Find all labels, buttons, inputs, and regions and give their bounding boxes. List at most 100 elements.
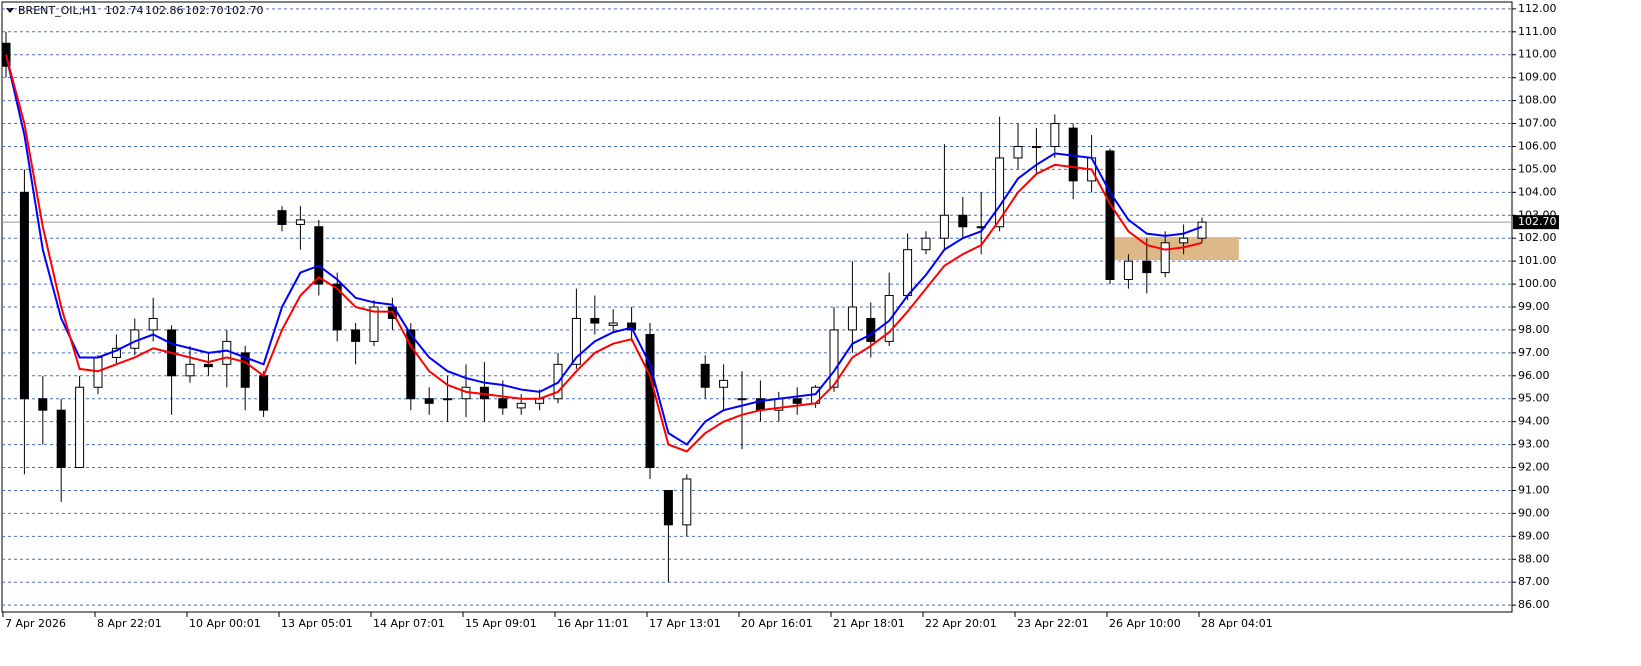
x-tick-label: 8 Apr 22:01: [97, 617, 162, 630]
candle-body: [93, 356, 103, 388]
y-tick-label: 112.00: [1518, 2, 1557, 15]
symbol: BRENT_OIL,H1: [18, 4, 97, 17]
candle-body: [1105, 150, 1115, 280]
candle-body: [1050, 123, 1060, 147]
candle-body: [958, 214, 968, 228]
candle-body: [277, 210, 287, 225]
candle-body: [847, 306, 857, 331]
candle-body: [148, 317, 158, 331]
ohlc-high: 102.86: [145, 4, 184, 17]
y-tick-label: 87.00: [1518, 575, 1550, 588]
x-tick-label: 26 Apr 10:00: [1109, 617, 1181, 630]
candle-body: [645, 334, 655, 469]
y-tick-label: 104.00: [1518, 185, 1557, 198]
candle-body: [1123, 260, 1133, 280]
candle-body: [719, 379, 729, 388]
candle-body: [516, 402, 526, 409]
candle-body: [130, 329, 140, 349]
price-label-box: [1513, 215, 1559, 230]
y-tick-label: 86.00: [1518, 598, 1550, 611]
candle-body: [1197, 221, 1207, 239]
y-tick-label: 94.00: [1518, 415, 1550, 428]
candle-body: [295, 219, 305, 225]
y-tick-label: 93.00: [1518, 438, 1550, 451]
candle-body: [682, 478, 692, 526]
candle-body: [1013, 145, 1023, 159]
moving-average: [5, 54, 1203, 446]
candle-body: [19, 191, 29, 400]
ohlc-low: 102.70: [185, 4, 224, 17]
candle-body: [1160, 242, 1170, 274]
candle-body: [627, 322, 637, 331]
y-tick-label: 95.00: [1518, 392, 1550, 405]
candle-body: [75, 386, 85, 469]
candle-body: [737, 398, 747, 401]
candle-body: [443, 398, 453, 401]
candle-body: [1031, 145, 1041, 148]
ohlc-close: 102.70: [225, 4, 264, 17]
candle-body: [259, 375, 269, 411]
candle-body: [240, 352, 250, 388]
x-tick-label: 14 Apr 07:01: [373, 617, 445, 630]
y-tick-label: 100.00: [1518, 277, 1557, 290]
candle-body: [1142, 260, 1152, 274]
y-tick-label: 97.00: [1518, 346, 1550, 359]
candle-body: [903, 249, 913, 297]
y-tick-label: 101.00: [1518, 254, 1557, 267]
x-tick-label: 7 Apr 2026: [5, 617, 66, 630]
y-tick-label: 88.00: [1518, 552, 1550, 565]
x-tick-label: 10 Apr 00:01: [189, 617, 261, 630]
x-tick-label: 15 Apr 09:01: [465, 617, 537, 630]
x-tick-label: 13 Apr 05:01: [281, 617, 353, 630]
plot-frame: [1, 1, 1513, 613]
x-tick-label: 20 Apr 16:01: [741, 617, 813, 630]
y-tick-label: 108.00: [1518, 94, 1557, 107]
x-tick-label: 17 Apr 13:01: [649, 617, 721, 630]
candle-body: [351, 329, 361, 342]
x-tick-label: 21 Apr 18:01: [833, 617, 905, 630]
candle-body: [185, 363, 195, 377]
price-label: 102.70: [1518, 215, 1557, 228]
y-tick-label: 110.00: [1518, 48, 1557, 61]
y-tick-label: 89.00: [1518, 529, 1550, 542]
y-tick-label: 96.00: [1518, 369, 1550, 382]
y-tick-label: 106.00: [1518, 139, 1557, 152]
x-tick-label: 22 Apr 20:01: [925, 617, 997, 630]
candle-body: [369, 306, 379, 342]
moving-average: [5, 54, 1203, 453]
candle-body: [406, 329, 416, 400]
y-tick-label: 99.00: [1518, 300, 1550, 313]
y-tick-label: 111.00: [1518, 25, 1557, 38]
y-tick-label: 91.00: [1518, 483, 1550, 496]
candle-body: [792, 398, 802, 404]
candle-body: [995, 157, 1005, 228]
y-tick-label: 109.00: [1518, 71, 1557, 84]
candle-body: [829, 329, 839, 388]
y-tick-label: 102.00: [1518, 231, 1557, 244]
candle-body: [424, 398, 434, 404]
candle-body: [38, 398, 48, 411]
candle-body: [203, 363, 213, 368]
y-tick-label: 107.00: [1518, 117, 1557, 130]
candle-body: [571, 317, 581, 365]
candle-body: [939, 214, 949, 239]
candle-body: [608, 322, 618, 326]
candle-body: [314, 226, 324, 285]
y-tick-label: 105.00: [1518, 162, 1557, 175]
candle-body: [663, 489, 673, 526]
candle-body: [866, 317, 876, 342]
candle-body: [222, 340, 232, 365]
candle-body: [56, 409, 66, 469]
candle-body: [884, 295, 894, 342]
y-tick-label: 90.00: [1518, 506, 1550, 519]
candle-body: [921, 237, 931, 251]
candle-body: [590, 317, 600, 324]
candle-body: [498, 398, 508, 409]
candle-body: [1179, 237, 1189, 244]
ohlc-open: 102.74: [105, 4, 144, 17]
y-tick-label: 92.00: [1518, 461, 1550, 474]
x-tick-label: 28 Apr 04:01: [1201, 617, 1273, 630]
y-tick-label: 98.00: [1518, 323, 1550, 336]
x-tick-label: 16 Apr 11:01: [557, 617, 629, 630]
